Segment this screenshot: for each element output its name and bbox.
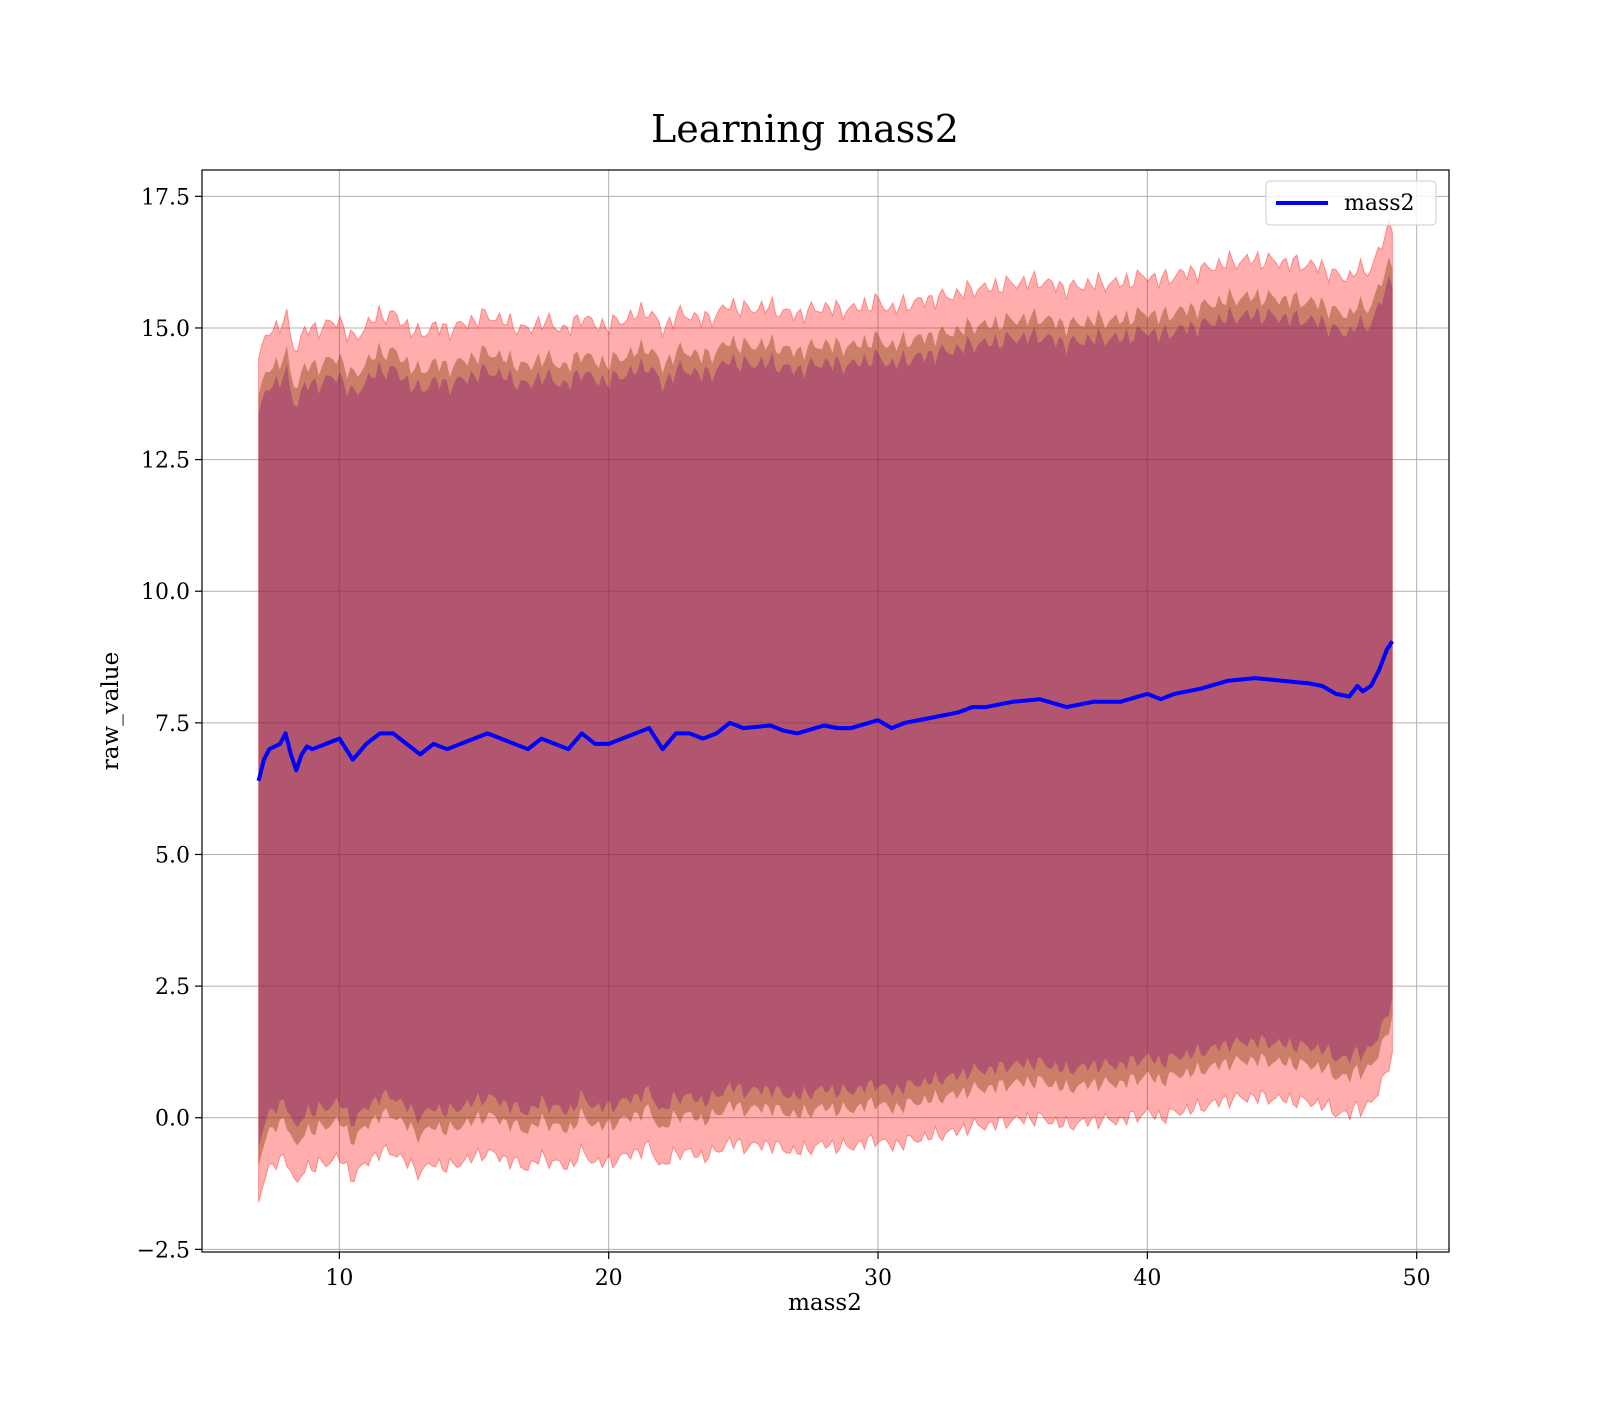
series-line-mass2 <box>256 640 1395 782</box>
y-tick-label: 15.0 <box>141 317 190 342</box>
band-middle <box>258 256 1393 1166</box>
band-outer <box>258 218 1393 1203</box>
y-tick-label: 2.5 <box>155 975 190 1000</box>
y-tick-label: 0.0 <box>155 1107 190 1132</box>
x-tick-label: 50 <box>1403 1266 1431 1291</box>
y-tick-label: −2.5 <box>137 1238 190 1263</box>
y-tick-label: 17.5 <box>141 185 190 210</box>
chart-title: Learning mass2 <box>651 107 959 151</box>
tick-layer: 10 20 30 40 50 −2.5 0.0 2.5 5.0 7.5 10.0 12.5 15.0 17… <box>137 185 1431 1291</box>
legend-label-mass2: mass2 <box>1344 191 1415 216</box>
band-inner <box>258 275 1393 1148</box>
x-tick-label: 20 <box>595 1266 623 1291</box>
band-layer <box>258 218 1393 1203</box>
line-layer <box>256 640 1395 782</box>
y-tick-label: 7.5 <box>155 712 190 737</box>
x-tick-label: 10 <box>325 1266 353 1291</box>
legend: mass2 <box>1265 180 1437 226</box>
x-tick-label: 40 <box>1133 1266 1161 1291</box>
grid-layer <box>202 170 1449 1252</box>
legend-box <box>1265 180 1437 226</box>
y-tick-label: 10.0 <box>141 580 190 605</box>
y-tick-label: 5.0 <box>155 843 190 868</box>
y-axis-label: raw_value <box>98 652 124 770</box>
x-axis-label: mass2 <box>788 1290 862 1316</box>
x-tick-label: 30 <box>864 1266 892 1291</box>
y-tick-label: 12.5 <box>141 449 190 474</box>
plot-frame <box>201 169 1450 1253</box>
